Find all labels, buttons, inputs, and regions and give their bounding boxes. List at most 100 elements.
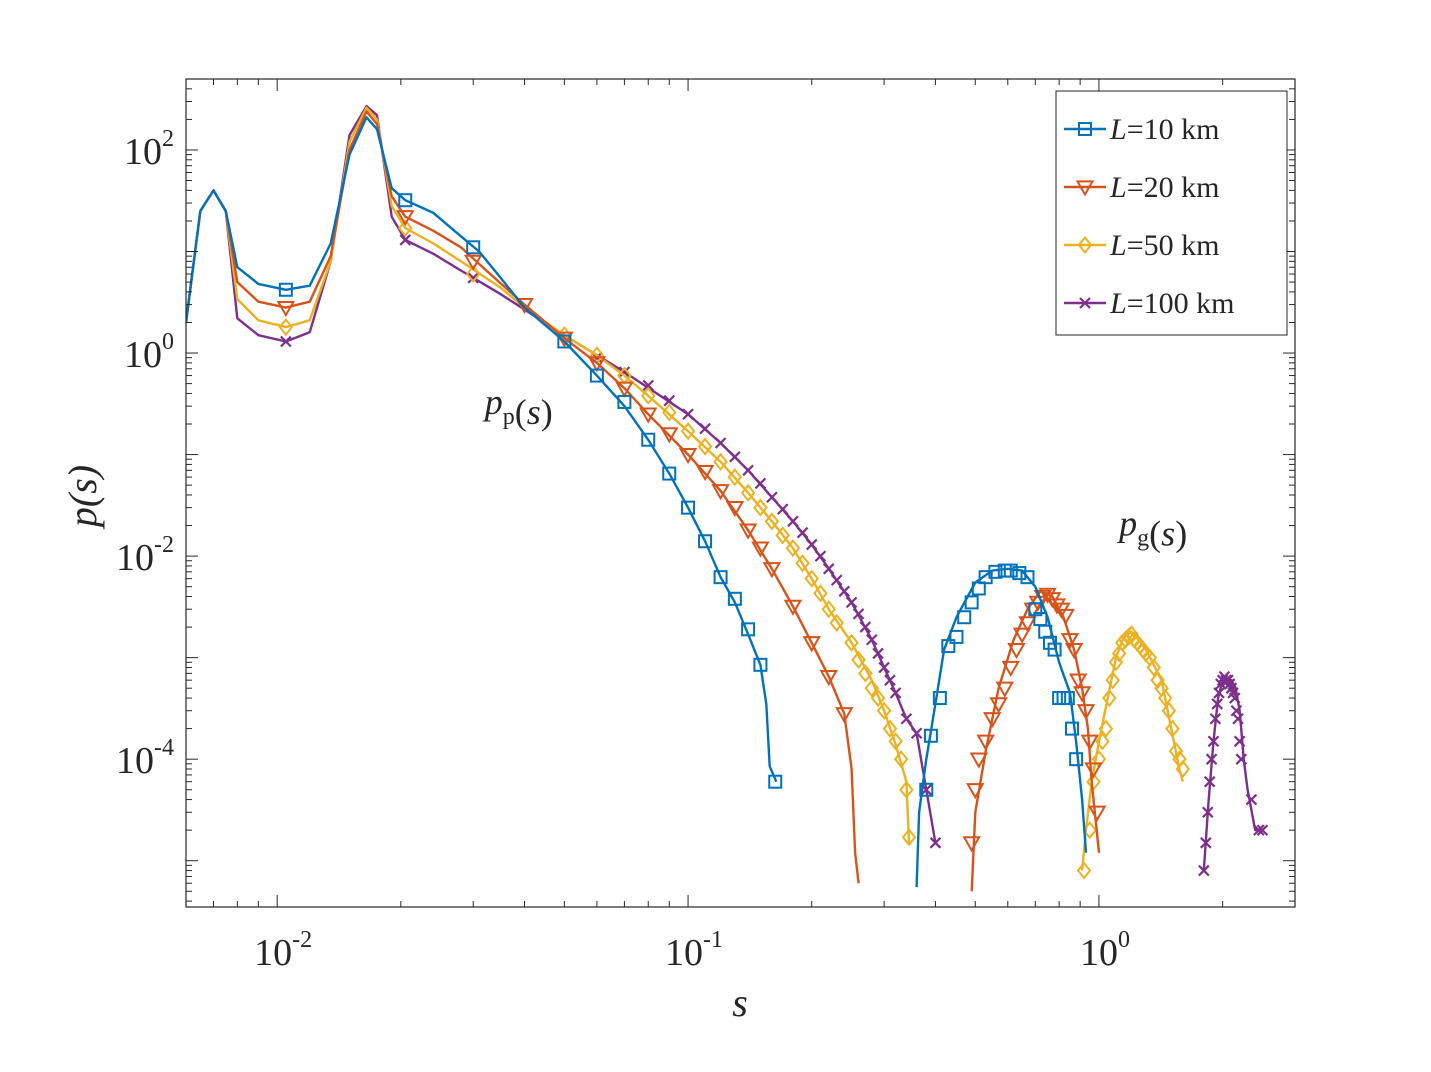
legend-label: L=10 km: [1109, 113, 1219, 146]
legend-label-var: L: [1109, 171, 1127, 204]
x-marker: [889, 687, 902, 699]
y-axis-label: p(s): [60, 465, 105, 530]
diamond-marker: [713, 452, 728, 471]
square-marker: [741, 622, 756, 637]
diamond-marker: [740, 483, 756, 502]
x-marker: [766, 491, 778, 504]
square-marker: [988, 564, 1003, 579]
x-marker: [1256, 824, 1269, 836]
y-tick-exponent: 0: [162, 329, 174, 355]
triangle-marker: [802, 636, 821, 653]
legend-box: [1055, 90, 1288, 336]
triangle-marker: [738, 523, 758, 540]
legend-label-var: L: [1109, 229, 1127, 262]
curve-annotation: pp(s): [482, 382, 553, 432]
triangle-marker: [1007, 642, 1026, 660]
triangle-marker: [1018, 616, 1037, 633]
square-marker: [949, 629, 964, 644]
triangle-marker: [819, 670, 838, 687]
square-marker: [698, 534, 713, 549]
square-marker: [1047, 642, 1062, 657]
x-marker: [1228, 692, 1241, 704]
x-marker: [900, 712, 913, 725]
square-marker: [681, 500, 696, 515]
legend-label-var: L: [1109, 113, 1127, 146]
x-tick-exponent: -1: [703, 927, 723, 953]
series-10km: [186, 116, 1088, 888]
x-marker: [787, 515, 799, 528]
triangle-marker: [463, 254, 483, 271]
legend-label: L=20 km: [1109, 171, 1219, 204]
x-marker: [884, 674, 896, 686]
x-marker: [1233, 735, 1246, 748]
legend-label: L=100 km: [1109, 287, 1234, 320]
diamond-marker: [851, 650, 866, 670]
legend-label-value: =50 km: [1127, 229, 1220, 262]
x-marker: [1211, 698, 1223, 710]
x-tick-label: 10-2: [254, 927, 312, 974]
triangle-marker: [515, 297, 534, 315]
x-marker: [280, 335, 292, 348]
y-tick-exponent: -4: [154, 735, 174, 761]
legend-item: L=50 km: [1064, 229, 1219, 262]
triangle-marker: [1084, 762, 1103, 779]
annotations-layer: pp(s)pg(s): [482, 382, 1187, 553]
diamond-marker: [1168, 742, 1184, 761]
diamond-marker: [1082, 821, 1098, 840]
triangle-marker: [976, 734, 995, 751]
diamond-marker: [844, 633, 859, 652]
diamond-marker: [864, 679, 880, 698]
diamond-marker: [882, 719, 898, 738]
diamond-marker: [813, 584, 828, 603]
triangle-marker: [835, 707, 854, 724]
y-tick-base: 10: [124, 334, 162, 376]
diamond-marker: [1076, 861, 1092, 880]
annotation-subscript: p: [503, 404, 515, 430]
diamond-marker: [1077, 235, 1093, 255]
x-marker: [830, 574, 843, 586]
diamond-marker: [1157, 688, 1173, 708]
legend-label-var: L: [1109, 287, 1127, 320]
x-marker: [742, 464, 754, 477]
diamond-marker: [858, 664, 873, 683]
square-marker: [768, 774, 783, 789]
y-tick-base: 10: [116, 740, 154, 782]
triangle-marker: [962, 836, 981, 853]
triangle-marker: [783, 599, 803, 616]
triangle-marker: [1056, 608, 1075, 626]
square-marker: [753, 657, 768, 672]
square-marker: [557, 334, 572, 349]
diamond-marker: [1095, 732, 1110, 751]
x-marker: [805, 538, 818, 551]
x-marker: [872, 647, 884, 660]
square-marker: [1065, 721, 1080, 736]
triangle-marker: [1060, 633, 1080, 650]
x-marker: [866, 633, 878, 646]
legend: L=10 kmL=20 kmL=50 kmL=100 km: [1055, 90, 1288, 336]
x-marker: [754, 477, 767, 490]
legend-label-value: =10 km: [1127, 113, 1220, 146]
x-marker: [1253, 824, 1265, 836]
y-tick-base: 10: [116, 537, 154, 579]
triangle-marker: [1075, 180, 1095, 197]
triangle-marker: [1047, 598, 1067, 615]
triangle-marker: [989, 697, 1008, 714]
axes-frame: [185, 78, 1296, 908]
square-marker: [919, 782, 934, 797]
diamond-marker: [901, 828, 917, 847]
legend-item: L=20 km: [1064, 171, 1219, 204]
square-marker: [617, 394, 632, 409]
x-marker: [1232, 712, 1244, 725]
x-tick-base: 10: [665, 932, 703, 974]
diamond-marker: [1111, 644, 1127, 663]
x-marker: [467, 272, 479, 284]
legend-label-value: =100 km: [1127, 287, 1235, 320]
x-marker: [699, 422, 711, 435]
x-marker: [1235, 753, 1248, 765]
y-tick-exponent: -2: [154, 532, 174, 558]
diamond-marker: [821, 600, 837, 619]
y-tick-label: 100: [124, 329, 174, 376]
triangle-marker: [639, 407, 658, 424]
x-tick-base: 10: [1080, 932, 1118, 974]
